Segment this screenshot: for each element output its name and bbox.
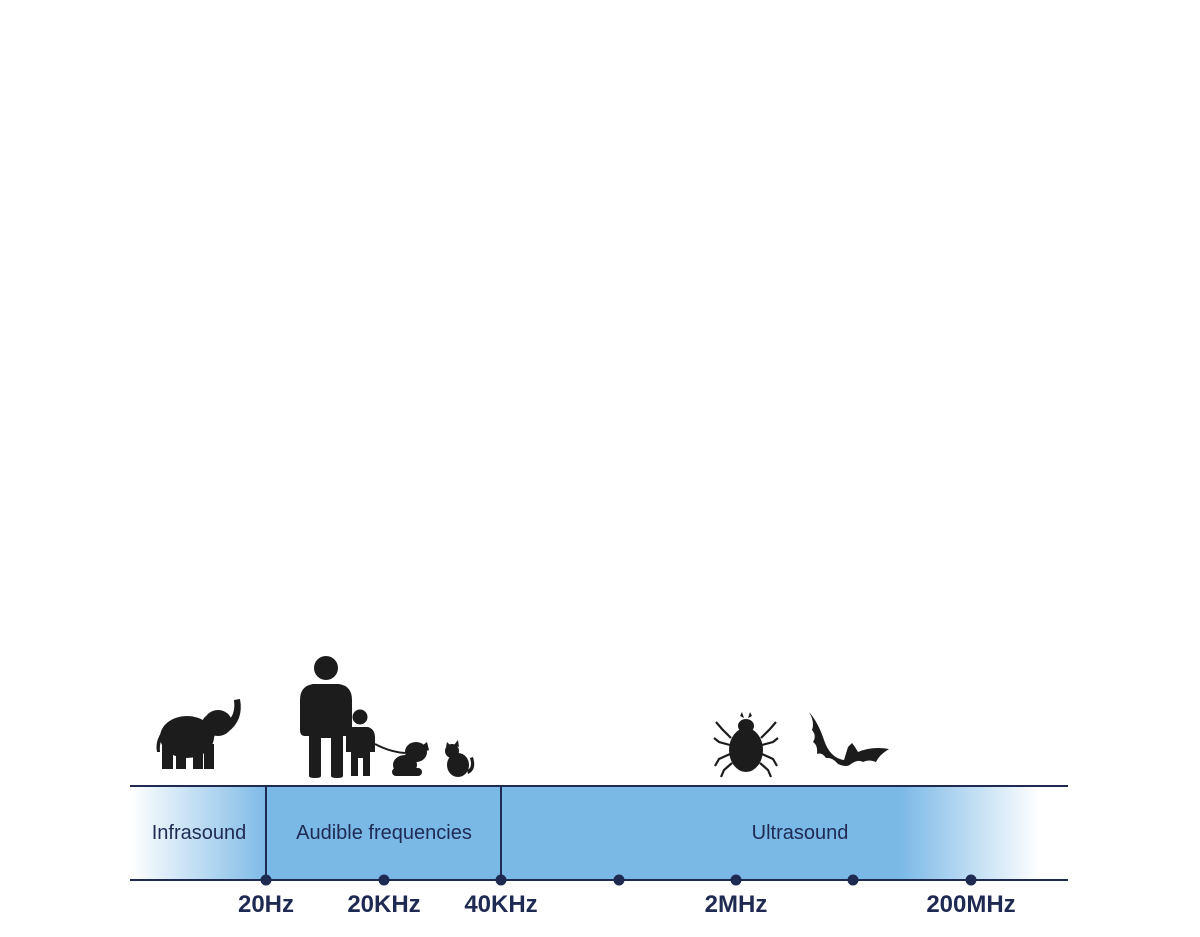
- tick-label-200mhz: 200MHz: [926, 891, 1015, 918]
- leash-line: [374, 743, 406, 754]
- bat-icon: [809, 712, 889, 766]
- tick-dot: [378, 874, 390, 886]
- band-label-audible: Audible frequencies: [296, 822, 472, 844]
- tick-insect-icon: [713, 712, 779, 778]
- tick-label-2mhz: 2MHz: [705, 891, 768, 918]
- dog-icon: [392, 742, 429, 776]
- tick-label-20khz: 20KHz: [347, 891, 420, 918]
- tick-label-40khz: 40KHz: [464, 891, 537, 918]
- tick-label-20hz: 20Hz: [238, 891, 294, 918]
- adult-icon: [300, 656, 352, 778]
- spectrum-band: [130, 786, 1068, 880]
- tick-dot: [260, 874, 272, 886]
- elephant-icon: [156, 699, 241, 769]
- cat-icon: [445, 740, 475, 777]
- tick-dot: [613, 874, 625, 886]
- tick-dot: [847, 874, 859, 886]
- child-icon: [346, 709, 375, 776]
- tick-dot: [965, 874, 977, 886]
- tick-dot: [730, 874, 742, 886]
- tick-dot: [495, 874, 507, 886]
- band-label-infrasound: Infrasound: [152, 822, 247, 844]
- band-label-ultrasound: Ultrasound: [752, 822, 849, 844]
